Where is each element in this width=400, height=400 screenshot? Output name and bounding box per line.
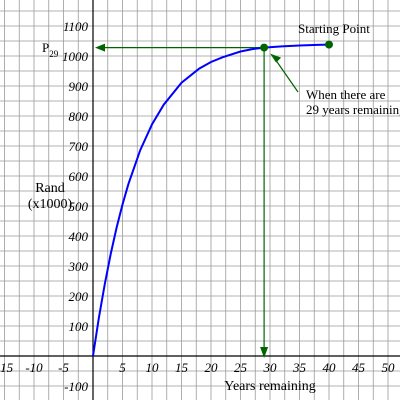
y-tick-label: 200 <box>69 289 89 304</box>
y-tick-label: 800 <box>69 109 89 124</box>
p-label: P <box>42 40 49 55</box>
x-tick-label: -10 <box>25 360 43 375</box>
x-tick-label: 35 <box>292 360 307 375</box>
x-tick-label: 15 <box>175 360 189 375</box>
y-tick-label: 900 <box>69 79 89 94</box>
starting-point-marker <box>325 40 333 49</box>
y-tick-label: 100 <box>69 319 89 334</box>
vertical-guide-arrowhead <box>260 347 269 358</box>
x-tick-label: 20 <box>205 360 219 375</box>
y-tick-label: 700 <box>69 139 89 154</box>
x-tick-label: 45 <box>352 360 366 375</box>
x-axis-label: Years remaining <box>224 379 316 394</box>
point-29-marker <box>260 43 269 52</box>
y-tick-label: 300 <box>68 259 89 274</box>
x-tick-label: -15 <box>0 360 14 375</box>
p29-label: P29 <box>42 40 59 59</box>
annotation-arrow <box>273 57 299 93</box>
x-tick-label: 5 <box>119 360 126 375</box>
x-tick-label: 40 <box>323 360 337 375</box>
y-tick-label: 400 <box>69 229 89 244</box>
x-tick-label: 25 <box>234 360 248 375</box>
y-tick-label: 500 <box>69 199 89 214</box>
annotation-line1: When there are <box>306 87 386 102</box>
horizontal-guide-arrowhead <box>95 43 105 52</box>
x-tick-label: -5 <box>58 360 69 375</box>
y-tick-label: -100 <box>64 379 88 394</box>
guide-lines <box>95 43 299 358</box>
p-subscript: 29 <box>49 49 59 59</box>
points <box>260 40 333 52</box>
starting-point-label: Starting Point <box>298 21 370 36</box>
labels: Years remaining Rand (x1000) Starting Po… <box>28 21 400 394</box>
x-tick-label: 50 <box>382 360 396 375</box>
y-tick-label: 1100 <box>63 19 89 34</box>
series-line <box>92 43 330 357</box>
annotation-arrowhead <box>270 53 282 63</box>
x-tick-label: 10 <box>146 360 160 375</box>
annotation-line2: 29 years remaining <box>306 102 400 117</box>
tick-labels: -15 -10 -5 5 10 15 20 25 30 35 40 45 50 -100 100 200 300… <box>0 19 395 394</box>
y-axis-label-line2: (x1000) <box>28 197 73 212</box>
y-tick-label: 600 <box>69 169 89 184</box>
y-axis-label-line1: Rand <box>35 181 65 196</box>
y-tick-label: 1000 <box>62 49 89 64</box>
x-tick-label: 30 <box>263 360 278 375</box>
series <box>92 43 330 357</box>
